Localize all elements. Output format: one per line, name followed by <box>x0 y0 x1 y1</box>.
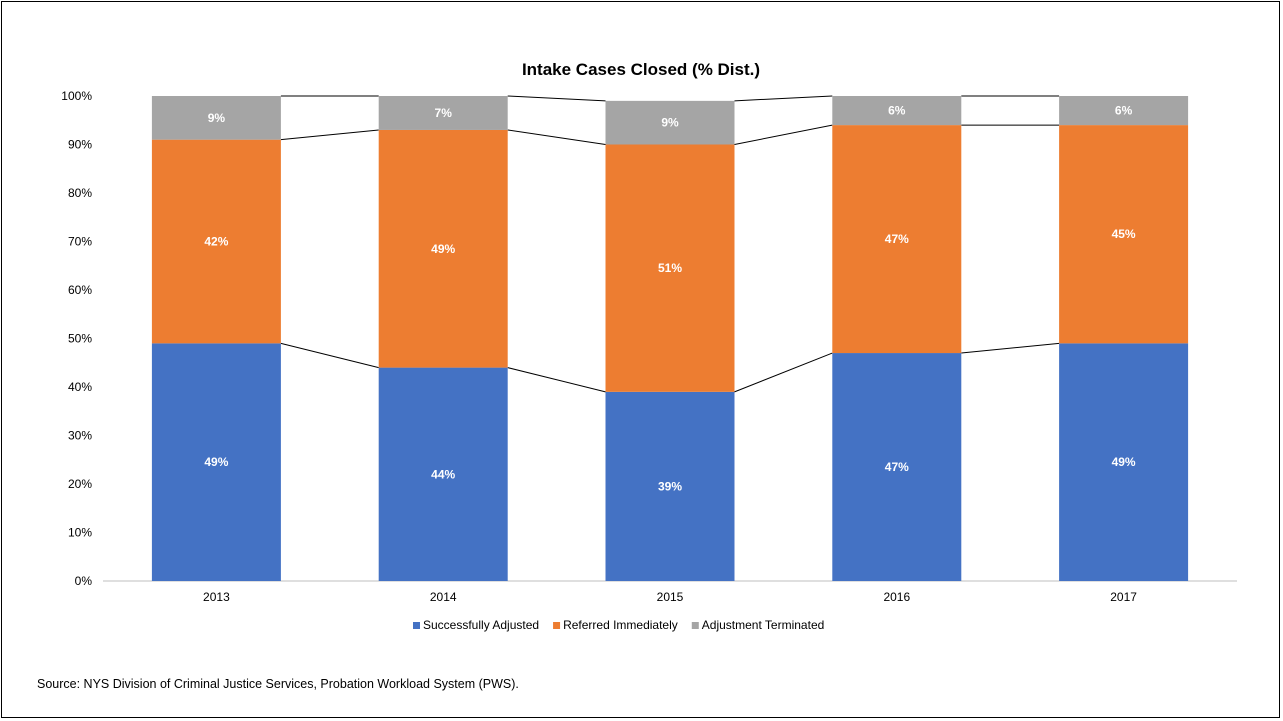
bar-segment <box>1059 96 1189 126</box>
bar-segment <box>151 139 281 344</box>
x-tick-label: 2017 <box>1110 590 1137 604</box>
y-axis: 0% 10% 20% 30% 40% 50% 60% 70% 80% 90% 100% <box>61 89 92 588</box>
x-tick-label: 2014 <box>430 590 457 604</box>
legend-swatch <box>413 622 420 629</box>
legend-label: Successfully Adjusted <box>423 618 539 632</box>
series-line <box>734 95 833 102</box>
data-labels: 49% 44% 39% 47% 49% 42% 49% 51% 47% 45% 9% 7% 9% 6% 6% <box>204 104 1136 494</box>
data-label: 39% <box>658 479 682 493</box>
series-line <box>961 342 1060 354</box>
bar-segment <box>605 144 735 392</box>
data-label: 51% <box>658 261 682 275</box>
series-line <box>507 95 606 102</box>
data-label: 9% <box>661 116 679 130</box>
legend-swatch <box>691 622 699 629</box>
data-label: 44% <box>431 467 455 481</box>
y-tick-label: 70% <box>68 235 92 249</box>
series-line <box>734 352 833 393</box>
y-tick-label: 50% <box>68 332 92 346</box>
x-tick-label: 2013 <box>203 590 230 604</box>
y-tick-label: 40% <box>68 380 92 394</box>
series-line <box>280 342 379 369</box>
bar-segment <box>1059 343 1189 581</box>
data-label: 42% <box>204 235 228 249</box>
x-tick-label: 2016 <box>883 590 910 604</box>
legend-swatch <box>553 622 561 629</box>
x-axis: 2013 2014 2015 2016 2017 <box>103 580 1237 604</box>
data-label: 45% <box>1112 227 1136 241</box>
series-line <box>280 129 379 141</box>
bar-segment <box>378 96 508 130</box>
y-tick-label: 60% <box>68 283 92 297</box>
y-tick-label: 20% <box>68 477 92 491</box>
y-tick-label: 80% <box>68 186 92 200</box>
data-label: 6% <box>888 104 906 118</box>
data-label: 49% <box>431 242 455 256</box>
source-note: Source: NYS Division of Criminal Justice… <box>37 677 519 691</box>
bar-segment <box>378 129 508 368</box>
data-label: 49% <box>1112 455 1136 469</box>
bar-segment <box>832 96 962 126</box>
series-lines <box>280 95 1060 393</box>
series-line <box>507 367 606 393</box>
legend-label: Adjustment Terminated <box>702 618 825 632</box>
data-label: 6% <box>1115 104 1133 118</box>
bar-segment <box>151 96 281 140</box>
y-tick-label: 0% <box>75 574 93 588</box>
bar-segment <box>605 100 735 145</box>
data-label: 47% <box>885 460 909 474</box>
data-label: 7% <box>435 106 453 120</box>
series-line <box>734 124 833 145</box>
bar-segment <box>1059 125 1189 344</box>
legend: Successfully Adjusted Referred Immediatel… <box>413 618 824 632</box>
data-label: 49% <box>204 455 228 469</box>
bar-segment <box>605 391 735 581</box>
series-line <box>507 129 606 145</box>
bar-segment <box>832 353 962 581</box>
data-label: 47% <box>885 232 909 246</box>
bars <box>151 96 1189 581</box>
chart-title: Intake Cases Closed (% Dist.) <box>522 60 760 79</box>
legend-label: Referred Immediately <box>563 618 678 632</box>
y-tick-label: 100% <box>61 89 92 103</box>
y-tick-label: 90% <box>68 138 92 152</box>
bar-segment <box>378 367 508 581</box>
bar-segment <box>151 343 281 581</box>
bar-segment <box>832 125 962 354</box>
data-label: 9% <box>208 111 226 125</box>
y-tick-label: 30% <box>68 429 92 443</box>
x-tick-label: 2015 <box>657 590 684 604</box>
y-tick-label: 10% <box>68 526 92 540</box>
